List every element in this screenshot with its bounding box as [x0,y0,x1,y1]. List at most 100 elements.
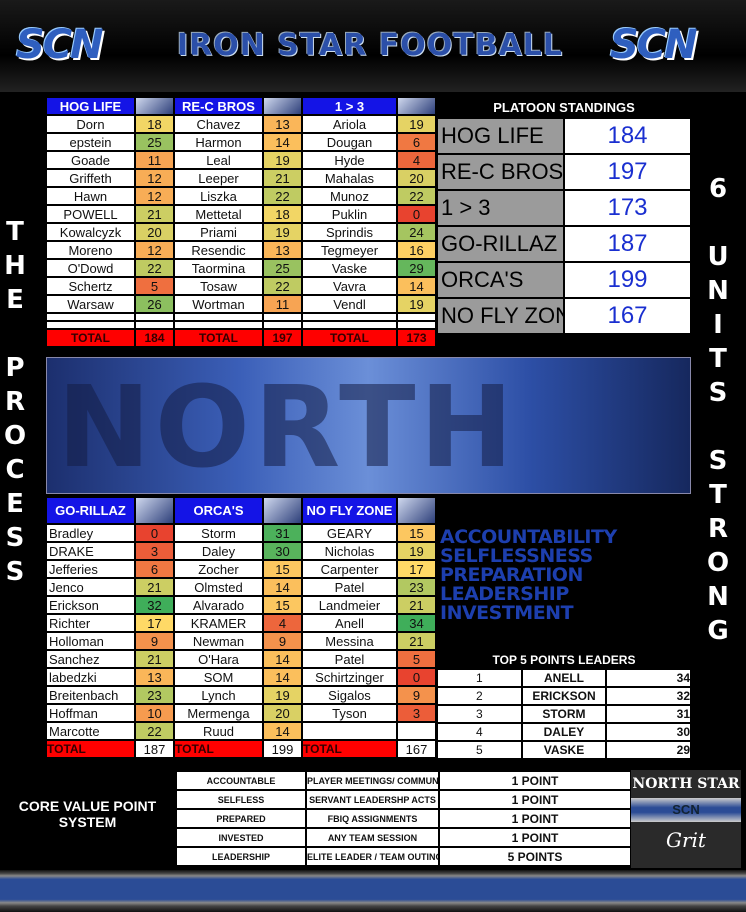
core-row: PREPARED FBIQ ASSIGNMENTS 1 POINT [175,808,632,829]
table-row: Holloman 9 Newman 9 Messina 21 [45,631,437,651]
player-name: Ariola [301,114,398,134]
player-name: Marcotte [45,721,136,741]
player-points: 17 [396,559,437,579]
player-points: 22 [262,186,303,206]
player-name: Priami [173,222,264,242]
player-points: 13 [262,114,303,134]
total-value: 197 [262,328,303,348]
leader-points: 30 [605,722,692,742]
player-points: 9 [134,631,175,651]
player-points: 22 [134,258,175,278]
leader-rank: 2 [436,686,523,706]
blank-cell [173,320,264,330]
standings-row: 1 > 3 173 [436,189,692,227]
standing-team: 1 > 3 [436,189,565,227]
side-letter: S [708,446,728,476]
player-name: Mahalas [301,168,398,188]
total-label: TOTAL [45,739,136,759]
player-points: 12 [134,186,175,206]
leader-row: 5 VASKE 29 [436,740,692,760]
player-points: 0 [396,204,437,224]
blank-cell [396,312,437,322]
table-row: Breitenbach 23 Lynch 19 Sigalos 9 [45,685,437,705]
player-name: Tyson [301,703,398,723]
player-points: 15 [262,595,303,615]
total-row: TOTAL 187 TOTAL 199 TOTAL 167 [45,739,437,759]
leader-row: 3 STORM 31 [436,704,692,724]
player-points: 14 [262,721,303,741]
player-points: 17 [134,613,175,633]
total-value: 184 [134,328,175,348]
core-values-list: ACCOUNTABILITY SELFLESSNESS PREPARATION LEA… [440,528,630,623]
orcas-logo-icon [262,496,303,525]
table-row: Griffeth 12 Leeper 21 Mahalas 20 [45,168,437,188]
side-letter: S [708,378,728,408]
player-name: Holloman [45,631,136,651]
player-name: Dougan [301,132,398,152]
team-name: ORCA'S [173,496,264,525]
player-name: Richter [45,613,136,633]
leader-rank: 4 [436,722,523,742]
player-name: Leal [173,150,264,170]
player-points: 21 [134,649,175,669]
core-points: 1 POINT [438,789,632,810]
player-points: 9 [262,631,303,651]
leader-name: ERICKSON [520,686,608,706]
player-name: Schirtzinger [301,667,398,687]
standing-points: 167 [563,297,692,335]
player-points: 15 [262,559,303,579]
player-name: Mettetal [173,204,264,224]
player-name: Dorn [45,114,136,134]
core-row: SELFLESS SERVANT LEADERSHP ACTS 1 POINT [175,789,632,810]
player-points: 11 [134,150,175,170]
core-value-name: ACCOUNTABLE [175,770,307,791]
player-name: Hawn [45,186,136,206]
side-letter: T [709,480,727,510]
player-name: Harmon [173,132,264,152]
side-letter: I [713,310,723,340]
side-gap [10,317,19,351]
player-points: 19 [396,541,437,561]
re-c-bros-logo-icon [262,96,303,116]
player-points: 4 [262,613,303,633]
player-name: Mermenga [173,703,264,723]
player-name: Vaske [301,258,398,278]
team-name: RE-C BROS [173,96,264,116]
player-name: Olmsted [173,577,264,597]
team-name: 1 > 3 [301,96,398,116]
side-letter: O [3,421,27,451]
player-name: Daley [173,541,264,561]
player-name: Moreno [45,240,136,260]
total-label: TOTAL [301,328,398,348]
player-name: Kowalcyzk [45,222,136,242]
table-row: Jenco 21 Olmsted 14 Patel 23 [45,577,437,597]
player-name: Lynch [173,685,264,705]
table-row: Dorn 18 Chavez 13 Ariola 19 [45,114,437,134]
player-name: Sprindis [301,222,398,242]
blank-cell [301,320,398,330]
standing-points: 187 [563,225,692,263]
standing-points: 184 [563,117,692,155]
core-row: LEADERSHIP ELITE LEADER / TEAM OUTINGS 5 P… [175,846,632,867]
standing-team: HOG LIFE [436,117,565,155]
player-name: Patel [301,577,398,597]
logo-bottom-text: Grit [666,828,706,852]
top-5-leaders-table: TOP 5 POINTS LEADERS 1 ANELL 34 2 ERICKSON 32 3… [436,650,692,760]
player-name: Ruud [173,721,264,741]
player-name: Alvarado [173,595,264,615]
standings-title: PLATOON STANDINGS [437,97,691,118]
player-points: 20 [134,222,175,242]
side-letter: P [5,353,25,383]
blank-row [45,320,437,330]
leaders-title-row: TOP 5 POINTS LEADERS [436,650,692,670]
go-rillaz-logo-icon [134,496,175,525]
side-letter: C [5,455,25,485]
core-activity: ANY TEAM SESSION [305,827,440,848]
side-letter: G [707,616,729,646]
table-row: Jefferies 6 Zocher 15 Carpenter 17 [45,559,437,579]
core-value-label: CORE VALUE POINT SYSTEM [18,798,157,830]
side-letter: O [706,548,730,578]
player-name [301,721,398,741]
player-name: Messina [301,631,398,651]
